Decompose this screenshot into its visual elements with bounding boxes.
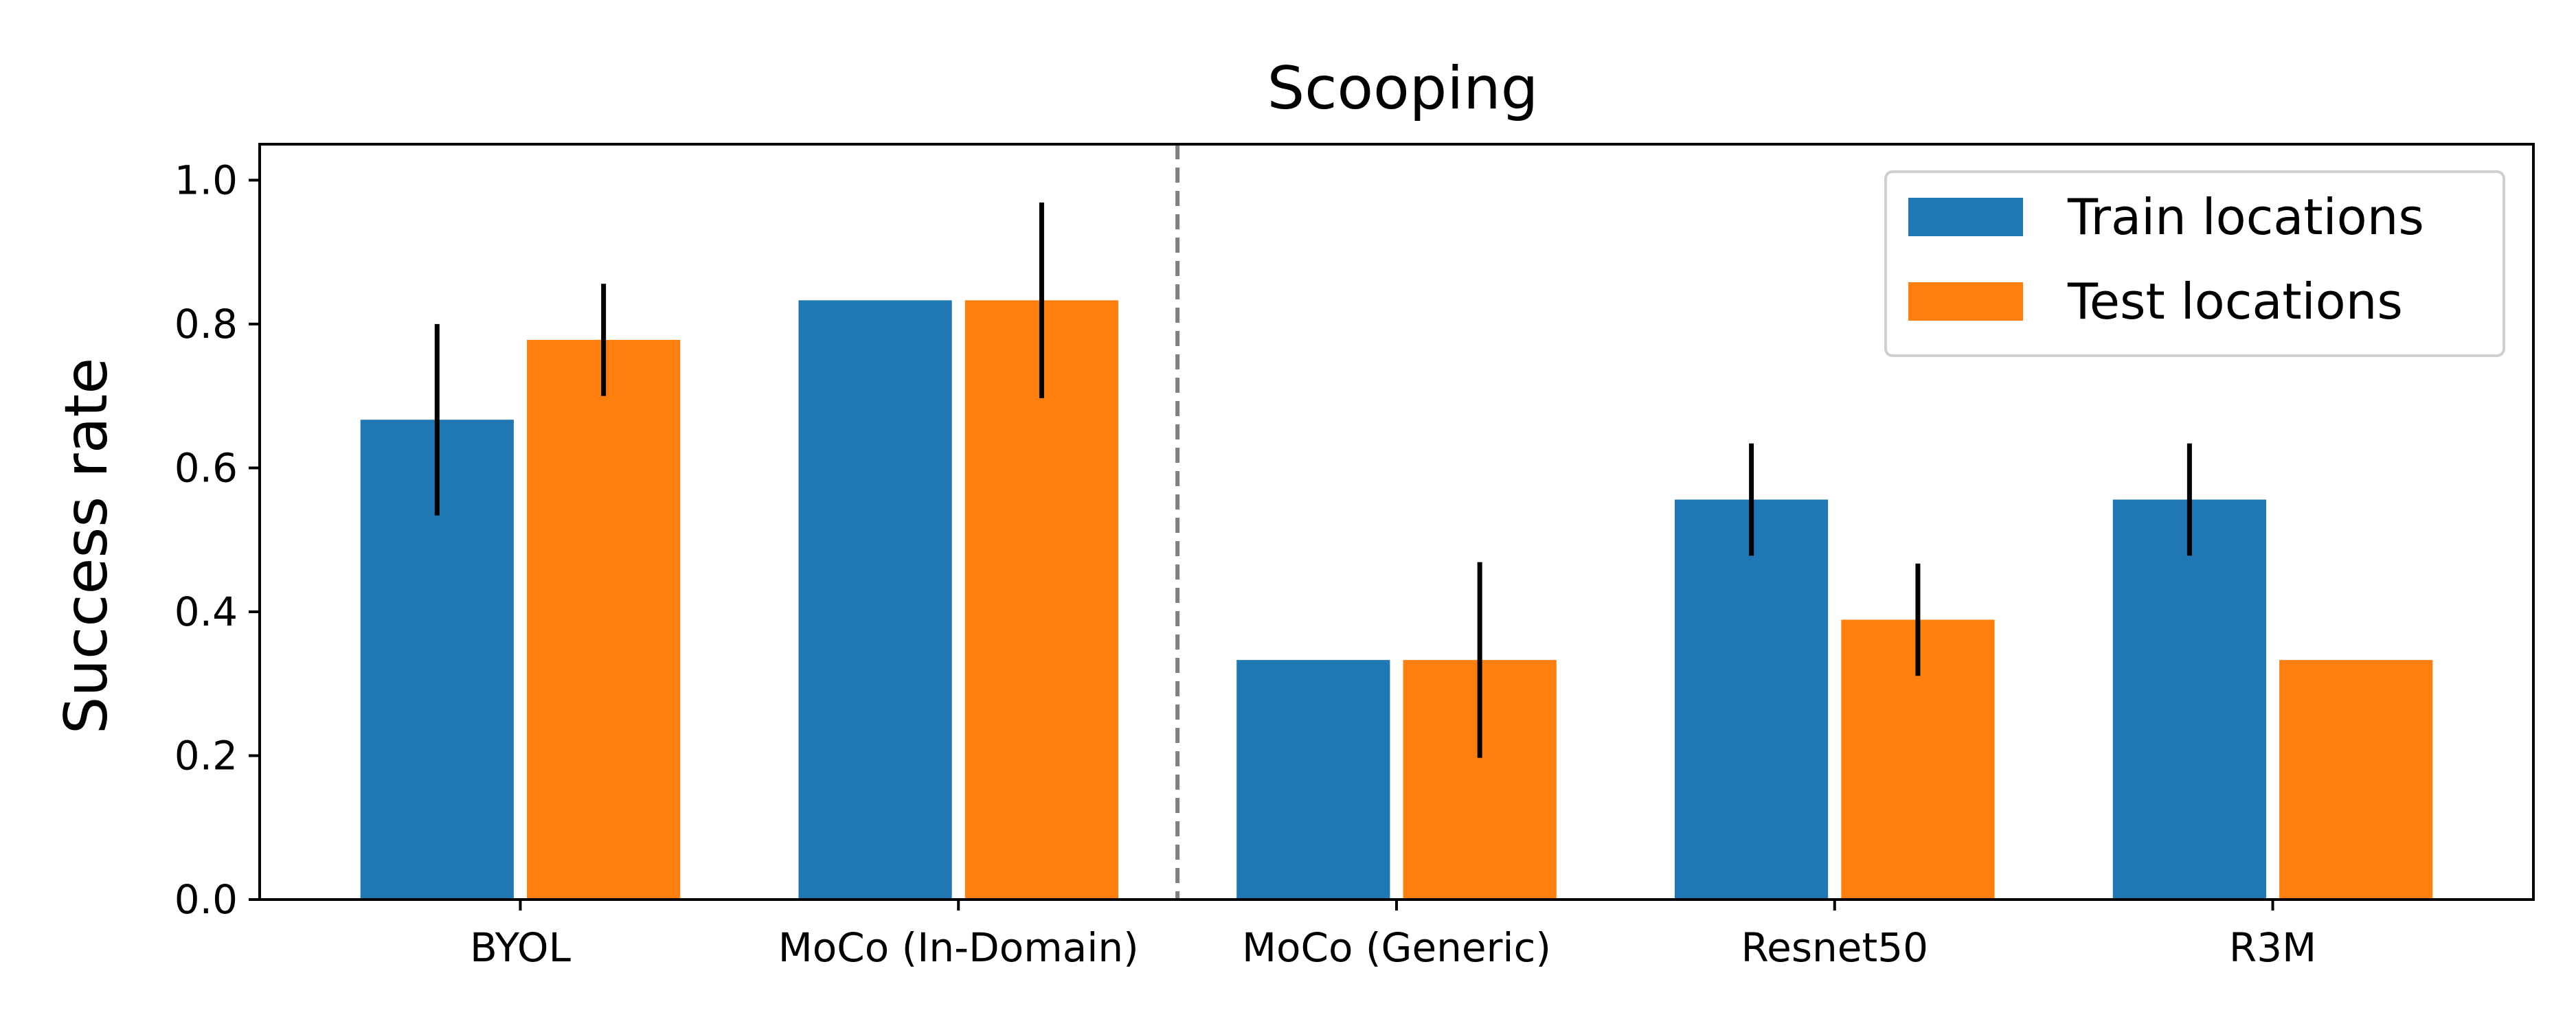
bar-test-1 <box>964 300 1119 900</box>
y-tick-label: 0.2 <box>174 732 238 779</box>
x-tick-label: MoCo (In-Domain) <box>778 924 1139 971</box>
x-tick-label: BYOL <box>470 924 571 971</box>
bar-train-2 <box>1236 660 1390 900</box>
plot-frame <box>258 143 2535 901</box>
y-tick-label: 0.4 <box>174 588 238 635</box>
bar-test-4 <box>2279 660 2433 900</box>
x-tick-label: Resnet50 <box>1741 924 1928 971</box>
y-tick-label: 0.6 <box>174 444 238 491</box>
legend-swatch-test <box>1908 282 2023 321</box>
y-axis-label: Success rate <box>52 358 121 734</box>
legend-label-train: Train locations <box>2067 188 2424 246</box>
legend-box <box>1884 170 2505 357</box>
plot-area: 0.0 0.2 0.4 0.6 0.8 1.0 BYOL MoCo (In-Domain) Mo… <box>174 144 2433 971</box>
y-tick-label: 0.8 <box>174 301 238 347</box>
x-tick-label: R3M <box>2229 924 2316 971</box>
legend-swatch-train <box>1908 198 2023 236</box>
legend: Train locations Test locations <box>1884 170 2505 357</box>
y-tick-label: 1.0 <box>174 157 238 203</box>
bar-train-1 <box>798 300 952 900</box>
chart-title: Scooping <box>1267 54 1539 123</box>
bar-test-0 <box>527 339 681 900</box>
x-tick-label: MoCo (Generic) <box>1242 924 1551 971</box>
bar-train-3 <box>1674 499 1829 900</box>
legend-label-test: Test locations <box>2067 273 2403 330</box>
y-tick-label: 0.0 <box>174 876 238 923</box>
bar-train-4 <box>2112 499 2266 900</box>
